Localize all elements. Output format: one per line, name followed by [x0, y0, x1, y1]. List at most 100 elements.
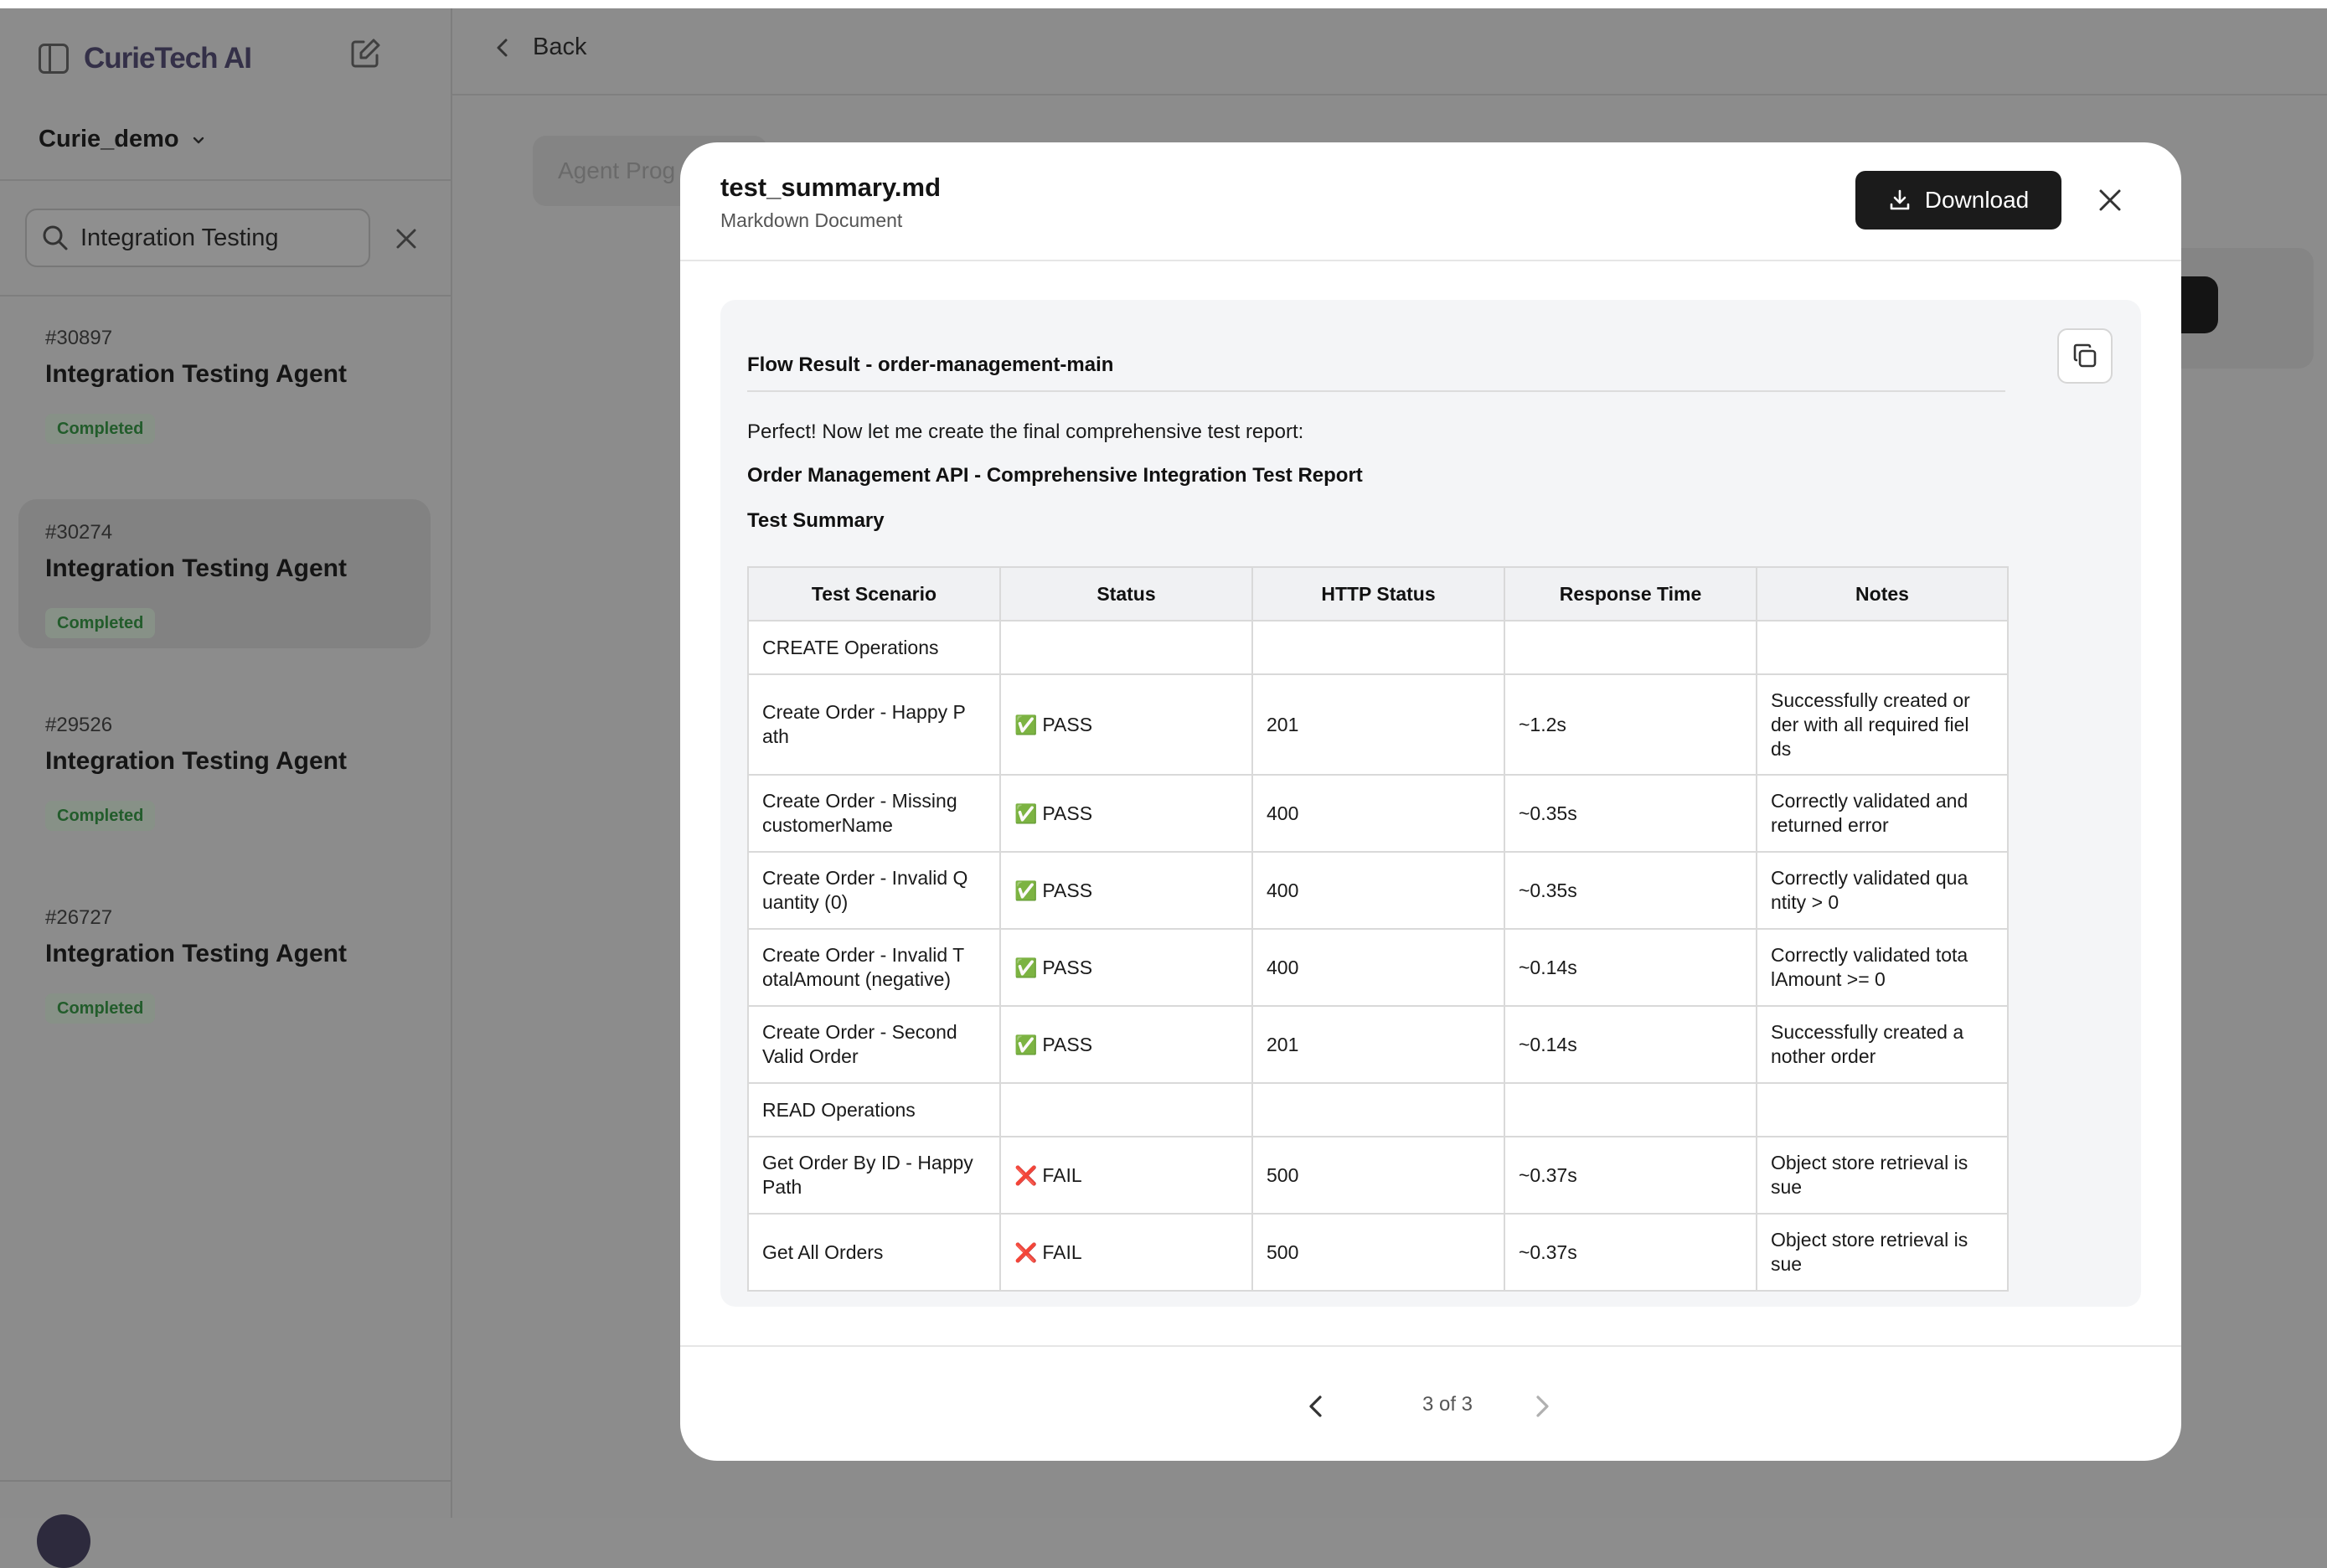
search-input[interactable]	[79, 223, 350, 253]
table-row: Create Order - Missing customerName PASS…	[747, 774, 2009, 853]
table-cell	[1756, 1082, 2009, 1137]
run-id: #30897	[45, 327, 113, 349]
table-row: Create Order - Happy P ath PASS 201 ~1.2…	[747, 673, 2009, 776]
divider	[680, 1345, 2181, 1347]
status-cell: PASS	[999, 774, 1253, 853]
copy-button[interactable]	[2057, 328, 2113, 384]
run-list-item[interactable]: #30897 Integration Testing Agent Complet…	[18, 305, 431, 454]
back-button[interactable]: Back	[491, 34, 586, 61]
download-icon	[1890, 189, 1910, 210]
section-label: READ Operations	[747, 1082, 1001, 1137]
table-section-row: CREATE Operations	[747, 620, 2009, 675]
close-icon[interactable]	[2096, 186, 2124, 214]
column-header: HTTP Status	[1251, 566, 1505, 622]
status-badge: Completed	[45, 993, 156, 1024]
run-id: #30274	[45, 521, 113, 544]
http-status-cell: 400	[1251, 851, 1505, 930]
status-badge: Completed	[45, 608, 156, 638]
back-label: Back	[533, 34, 587, 60]
download-button[interactable]: Download	[1855, 171, 2061, 230]
avatar[interactable]	[37, 1514, 90, 1568]
response-time-cell: ~0.37s	[1504, 1136, 1757, 1215]
column-header: Test Scenario	[747, 566, 1001, 622]
notes-cell: Correctly validated tota lAmount >= 0	[1756, 928, 2009, 1007]
search-icon	[43, 225, 68, 250]
heading-rule	[747, 390, 2005, 392]
brand-name: CurieTech AI	[84, 42, 252, 75]
scenario-cell: Create Order - Missing customerName	[747, 774, 1001, 853]
table-cell	[999, 1082, 1253, 1137]
status-badge: Completed	[45, 801, 156, 831]
run-id: #29526	[45, 714, 113, 736]
status-cell: PASS	[999, 673, 1253, 776]
scenario-cell: Create Order - Invalid T otalAmount (neg…	[747, 928, 1001, 1007]
scenario-cell: Create Order - Second Valid Order	[747, 1005, 1001, 1084]
workspace-selector[interactable]: Curie_demo	[39, 126, 206, 153]
next-page-icon[interactable]	[1526, 1390, 1558, 1422]
chevron-down-icon	[193, 137, 204, 143]
http-status-cell: 500	[1251, 1213, 1505, 1292]
run-list-item-selected[interactable]: #30274 Integration Testing Agent Complet…	[18, 499, 431, 648]
brand-row[interactable]: CurieTech AI	[39, 32, 252, 85]
page-indicator: 3 of 3	[1421, 1393, 1473, 1416]
table-header-row: Test Scenario Status HTTP Status Respons…	[747, 566, 2009, 622]
column-header: Status	[999, 566, 1253, 622]
table-cell	[1251, 1082, 1505, 1137]
response-time-cell: ~0.35s	[1504, 774, 1757, 853]
tab-label: Agent Prog	[558, 157, 676, 183]
scenario-cell: Create Order - Invalid Q uantity (0)	[747, 851, 1001, 930]
http-status-cell: 400	[1251, 774, 1505, 853]
run-id: #26727	[45, 906, 113, 929]
table-row: Create Order - Invalid Q uantity (0) PAS…	[747, 851, 2009, 930]
previous-page-icon[interactable]	[1300, 1390, 1332, 1422]
run-title: Integration Testing Agent	[45, 360, 347, 388]
table-row: Get All Orders FAIL 500 ~0.37s Object st…	[747, 1213, 2009, 1292]
run-title: Integration Testing Agent	[45, 747, 347, 775]
http-status-cell: 400	[1251, 928, 1505, 1007]
summary-heading: Test Summary	[747, 509, 885, 532]
run-list-item[interactable]: #26727 Integration Testing Agent Complet…	[18, 885, 431, 1034]
notes-cell: Successfully created a nother order	[1756, 1005, 2009, 1084]
scenario-cell: Get All Orders	[747, 1213, 1001, 1292]
notes-cell: Object store retrieval is sue	[1756, 1213, 2009, 1292]
doc-heading: Flow Result - order-management-main	[747, 353, 1114, 376]
new-chat-edit-icon[interactable]	[348, 37, 382, 70]
table-section-row: READ Operations	[747, 1082, 2009, 1137]
run-list-item[interactable]: #29526 Integration Testing Agent Complet…	[18, 692, 431, 841]
table-cell	[1251, 620, 1505, 675]
status-badge: Completed	[45, 414, 156, 444]
file-type: Markdown Document	[720, 209, 903, 231]
notes-cell: Correctly validated qua ntity > 0	[1756, 851, 2009, 930]
notes-cell: Object store retrieval is sue	[1756, 1136, 2009, 1215]
table-cell	[999, 620, 1253, 675]
divider	[680, 260, 2181, 261]
doc-intro: Perfect! Now let me create the final com…	[747, 420, 1304, 443]
markdown-preview: Flow Result - order-management-main Perf…	[720, 300, 2141, 1307]
notes-cell: Successfully created or der with all req…	[1756, 673, 2009, 776]
run-title: Integration Testing Agent	[45, 940, 347, 967]
status-cell: PASS	[999, 928, 1253, 1007]
report-title: Order Management API - Comprehensive Int…	[747, 464, 1363, 487]
status-cell: PASS	[999, 851, 1253, 930]
file-preview-modal: test_summary.md Markdown Document Downlo…	[680, 142, 2181, 1461]
http-status-cell: 500	[1251, 1136, 1505, 1215]
http-status-cell: 201	[1251, 1005, 1505, 1084]
table-row: Create Order - Invalid T otalAmount (neg…	[747, 928, 2009, 1007]
scenario-cell: Create Order - Happy P ath	[747, 673, 1001, 776]
copy-icon	[2073, 343, 2097, 368]
http-status-cell: 201	[1251, 673, 1505, 776]
response-time-cell: ~0.37s	[1504, 1213, 1757, 1292]
divider	[0, 1480, 451, 1482]
scenario-cell: Get Order By ID - Happy Path	[747, 1136, 1001, 1215]
table-cell	[1756, 620, 2009, 675]
sidebar: CurieTech AI Curie_demo #30897 Integrati…	[0, 8, 452, 1568]
status-cell: FAIL	[999, 1213, 1253, 1292]
chevron-left-icon	[497, 39, 508, 56]
column-header: Notes	[1756, 566, 2009, 622]
download-label: Download	[1924, 187, 2030, 213]
search-box[interactable]	[25, 209, 370, 267]
divider	[0, 295, 451, 297]
run-title: Integration Testing Agent	[45, 554, 347, 582]
clear-search-icon[interactable]	[394, 226, 419, 251]
sidebar-toggle-icon[interactable]	[39, 44, 69, 74]
